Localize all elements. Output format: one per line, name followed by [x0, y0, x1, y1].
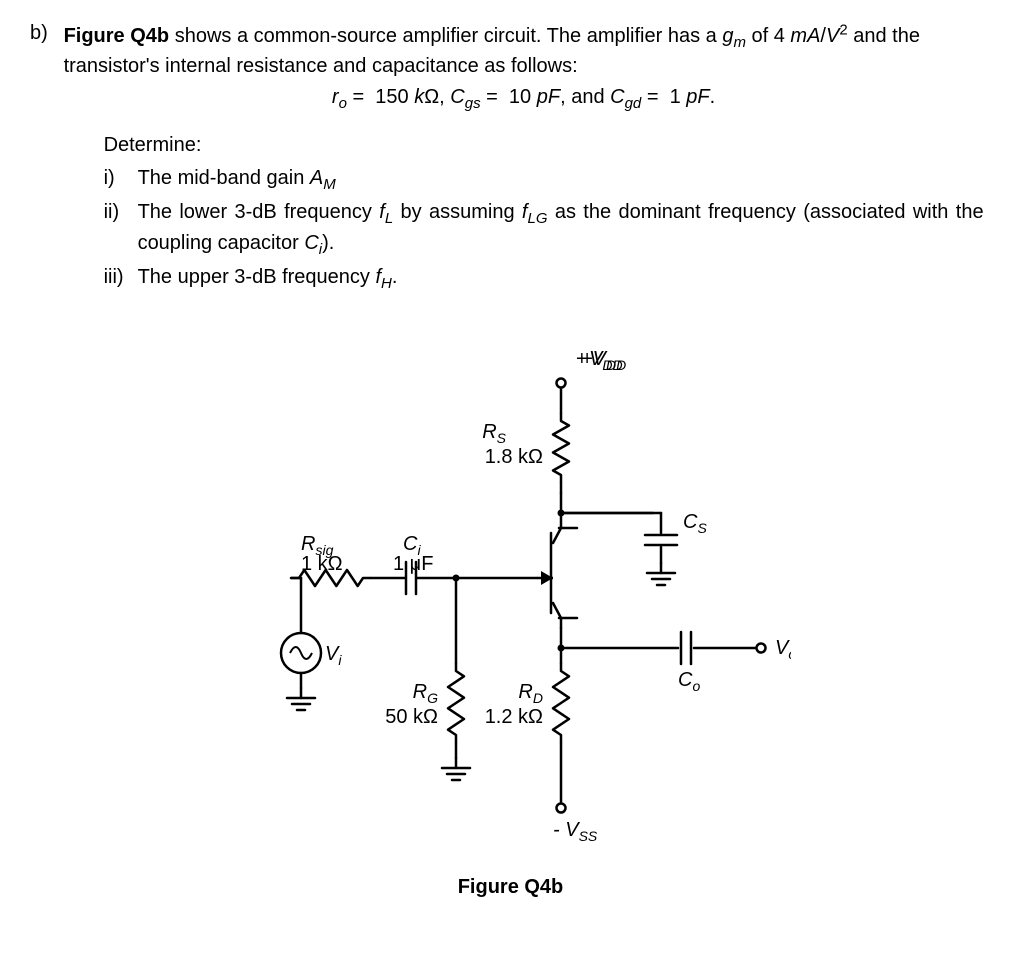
- svg-text:+: +: [576, 348, 588, 370]
- svg-text:RG: RG: [412, 681, 437, 706]
- svg-text:RD: RD: [518, 681, 543, 706]
- item-number: iii): [104, 264, 138, 294]
- item-text: The upper 3-dB frequency fH.: [138, 264, 984, 294]
- item-number: ii): [104, 199, 138, 260]
- svg-text:CS: CS: [683, 511, 707, 536]
- svg-text:1.8 kΩ: 1.8 kΩ: [484, 446, 542, 468]
- svg-text:- VSS: - VSS: [553, 819, 598, 844]
- item-text: The mid-band gain AM: [138, 165, 984, 195]
- svg-text:1 μF: 1 μF: [393, 553, 433, 575]
- determine-label: Determine:: [104, 132, 984, 159]
- svg-text:50 kΩ: 50 kΩ: [385, 706, 438, 728]
- question-list: i) The mid-band gain AM ii) The lower 3-…: [104, 165, 984, 294]
- svg-text:Vo: Vo: [775, 637, 791, 662]
- svg-text:RS: RS: [482, 421, 506, 446]
- question-params: ro = 150 kΩ, Cgs = 10 pF, and Cgd = 1 pF…: [64, 84, 984, 114]
- question-label: b): [30, 20, 58, 47]
- svg-text:1.2 kΩ: 1.2 kΩ: [484, 706, 542, 728]
- item-text: The lower 3-dB frequency fL by assuming …: [138, 199, 984, 260]
- circuit-diagram: +VDD+VDDRS1.8 kΩCSRD1.2 kΩ- VSSCoVoRG50 …: [231, 328, 791, 868]
- svg-text:1 kΩ: 1 kΩ: [301, 553, 343, 575]
- question-intro: Figure Q4b shows a common-source amplifi…: [64, 25, 920, 77]
- item-number: i): [104, 165, 138, 195]
- svg-text:Vi: Vi: [325, 643, 342, 668]
- figure-caption: Figure Q4b: [30, 874, 991, 901]
- svg-text:Co: Co: [678, 669, 700, 694]
